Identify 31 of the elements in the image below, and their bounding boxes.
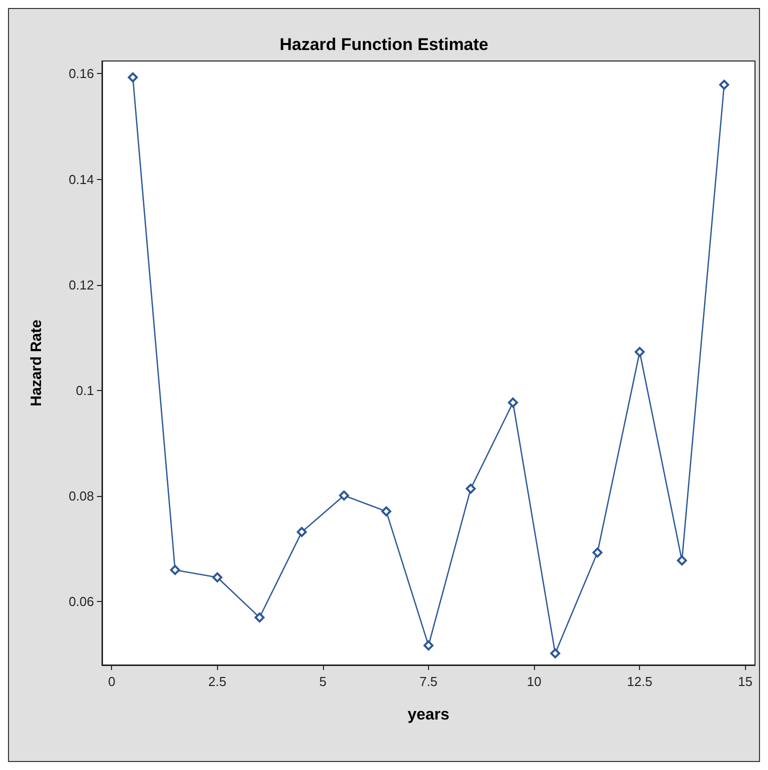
- point: [592, 548, 602, 558]
- point: [634, 346, 645, 357]
- x-axis-title: years: [408, 706, 450, 724]
- y-tick-label: 0.16: [68, 66, 94, 82]
- point: [170, 564, 180, 575]
- chart-title: Hazard Function Estimate: [280, 35, 488, 54]
- y-tick-label: 0.08: [68, 488, 94, 504]
- y-tick-label: 0.06: [68, 594, 94, 610]
- point: [424, 640, 434, 650]
- x-tick-label: 15: [738, 674, 753, 689]
- point: [508, 398, 518, 408]
- x-tick-label: 12.5: [627, 674, 652, 689]
- point: [254, 612, 265, 622]
- y-tick-label: 0.14: [68, 172, 94, 187]
- x-tick-label: 7.5: [419, 674, 438, 689]
- point: [212, 572, 222, 582]
- point: [296, 526, 307, 537]
- point: [676, 555, 687, 566]
- x-tick-label: 10: [526, 674, 542, 689]
- point: [128, 72, 138, 82]
- x-tick-label: 5: [319, 674, 327, 689]
- point: [719, 80, 730, 90]
- point: [466, 484, 476, 494]
- y-tick-label: 0.1: [76, 382, 94, 398]
- point: [339, 490, 350, 501]
- point: [550, 648, 560, 658]
- x-tick-label: 2.5: [208, 674, 226, 689]
- x-tick-label: 0: [108, 674, 116, 689]
- y-tick-label: 0.12: [68, 277, 94, 292]
- y-axis-title: Hazard Rate: [28, 320, 45, 406]
- point: [381, 506, 392, 516]
